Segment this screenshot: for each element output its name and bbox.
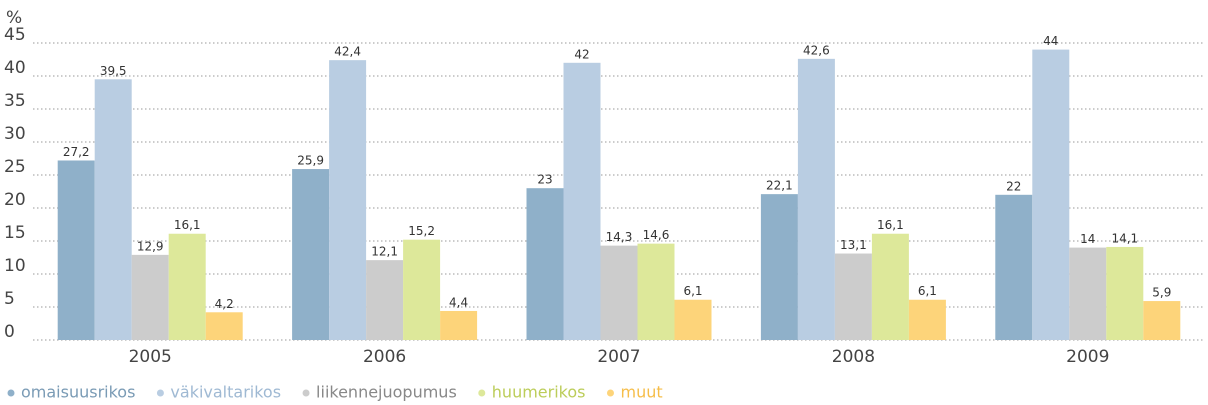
x-tick-label: 2006 bbox=[363, 347, 406, 367]
value-label: 23 bbox=[537, 173, 552, 187]
bar bbox=[760, 194, 798, 340]
bar bbox=[1143, 301, 1181, 340]
legend-dot bbox=[7, 389, 15, 397]
value-label: 6,1 bbox=[918, 284, 937, 298]
value-label: 4,4 bbox=[449, 295, 468, 309]
y-tick-label: 5 bbox=[4, 289, 15, 309]
value-label: 4,2 bbox=[215, 297, 234, 311]
value-label: 5,9 bbox=[1152, 286, 1171, 300]
bar bbox=[292, 169, 330, 340]
value-label: 15,2 bbox=[408, 224, 435, 238]
value-label: 12,9 bbox=[137, 239, 164, 253]
legend-label: muut bbox=[620, 383, 662, 402]
y-tick-label: 45 bbox=[4, 25, 26, 45]
value-label: 12,1 bbox=[371, 245, 398, 259]
y-tick-label: 35 bbox=[4, 91, 26, 111]
x-tick-label: 2008 bbox=[832, 347, 875, 367]
y-tick-label: 40 bbox=[4, 58, 26, 78]
value-label: 14,6 bbox=[643, 228, 670, 242]
bar bbox=[797, 58, 835, 341]
x-tick-label: 2005 bbox=[129, 347, 172, 367]
y-tick-label: 25 bbox=[4, 157, 26, 177]
bar bbox=[674, 299, 712, 340]
bar bbox=[563, 62, 601, 341]
legend-dot bbox=[156, 389, 164, 397]
value-label: 22 bbox=[1006, 179, 1021, 193]
y-tick-label: 20 bbox=[4, 190, 26, 210]
value-label: 44 bbox=[1043, 34, 1058, 48]
bar bbox=[131, 254, 169, 340]
y-tick-label: 0 bbox=[4, 322, 15, 342]
value-label: 25,9 bbox=[297, 154, 324, 168]
bar bbox=[995, 194, 1033, 340]
y-tick-label: 30 bbox=[4, 124, 26, 144]
bar bbox=[637, 243, 675, 340]
value-label: 22,1 bbox=[766, 179, 793, 193]
bar bbox=[94, 79, 132, 341]
bar bbox=[366, 260, 404, 340]
value-label: 14,1 bbox=[1111, 231, 1138, 245]
bar bbox=[205, 312, 243, 340]
bar bbox=[403, 239, 441, 340]
y-axis-label: % bbox=[6, 8, 22, 28]
y-tick-label: 15 bbox=[4, 223, 26, 243]
x-tick-label: 2009 bbox=[1066, 347, 1109, 367]
value-label: 6,1 bbox=[683, 284, 702, 298]
legend-dot bbox=[478, 389, 486, 397]
x-tick-label: 2007 bbox=[597, 347, 640, 367]
legend-label: väkivaltarikos bbox=[170, 383, 281, 402]
legend-label: huumerikos bbox=[492, 383, 586, 402]
bar bbox=[908, 299, 946, 340]
bar bbox=[526, 188, 564, 340]
value-label: 42,6 bbox=[803, 43, 830, 57]
value-label: 14 bbox=[1080, 232, 1095, 246]
value-label: 42,4 bbox=[334, 45, 361, 59]
legend-dot bbox=[606, 389, 614, 397]
bar bbox=[1032, 49, 1070, 340]
bar bbox=[871, 233, 909, 340]
legend-label: liikennejuopumus bbox=[316, 383, 457, 402]
bar bbox=[329, 60, 367, 340]
bar bbox=[440, 310, 478, 340]
value-label: 39,5 bbox=[100, 64, 127, 78]
bar bbox=[834, 253, 872, 340]
value-label: 16,1 bbox=[877, 218, 904, 232]
y-tick-label: 10 bbox=[4, 256, 26, 276]
bar bbox=[1106, 246, 1144, 340]
value-label: 14,3 bbox=[606, 230, 633, 244]
value-label: 27,2 bbox=[63, 145, 90, 159]
bar bbox=[600, 245, 638, 340]
bar bbox=[168, 233, 206, 340]
legend-dot bbox=[302, 389, 310, 397]
value-label: 42 bbox=[574, 47, 589, 61]
bar bbox=[57, 160, 95, 340]
legend-label: omaisuusrikos bbox=[21, 383, 135, 402]
bar bbox=[1069, 247, 1107, 340]
value-label: 16,1 bbox=[174, 218, 201, 232]
value-label: 13,1 bbox=[840, 238, 867, 252]
